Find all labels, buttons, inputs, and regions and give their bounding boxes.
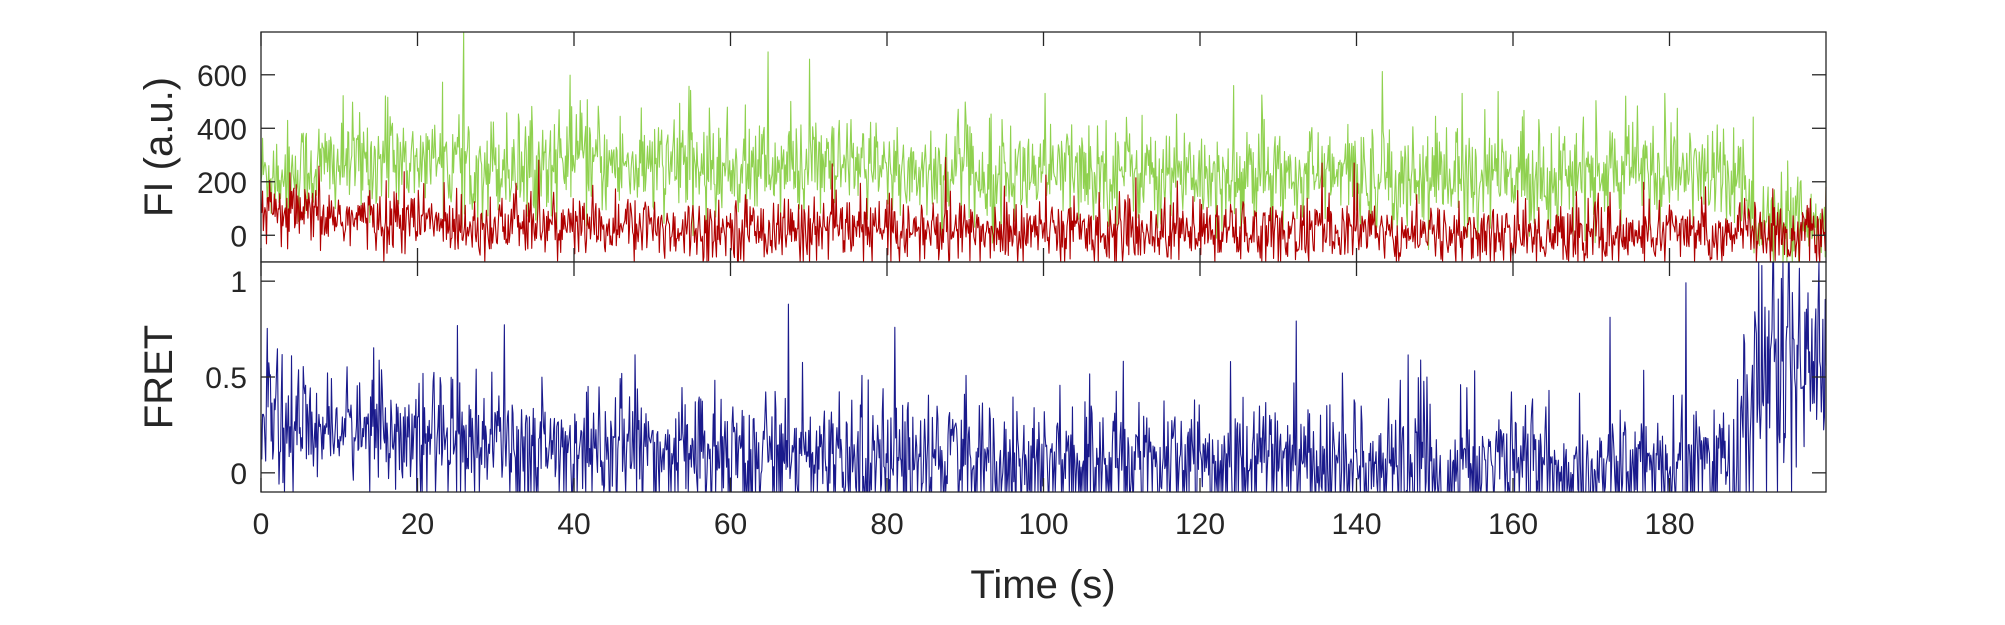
series-line-1-0 — [260, 261, 1827, 493]
series-line-0-1 — [260, 156, 1827, 263]
fret-y-ticks: 00.51 — [205, 266, 1826, 491]
x-tick-label: 140 — [1331, 508, 1381, 541]
fret-y-axis-label: FRET — [137, 325, 181, 429]
fret-series-group — [260, 261, 1827, 493]
x-tick-label: 120 — [1175, 508, 1225, 541]
x-tick-label: 160 — [1488, 508, 1538, 541]
time-x-ticks: 0 20 40 60 80 100 120 140 160 180 — [253, 508, 1695, 541]
y-tick-label: 0 — [230, 220, 247, 253]
x-tick-label: 80 — [870, 508, 903, 541]
x-tick-label: 40 — [557, 508, 590, 541]
intensity-y-ticks: 0 200 400 600 — [197, 60, 1826, 253]
series-line-0-0 — [260, 31, 1827, 263]
time-x-axis-label: Time (s) — [970, 563, 1115, 607]
y-tick-label: 400 — [197, 113, 247, 146]
x-tick-label: 100 — [1018, 508, 1068, 541]
intensity-y-axis-label: FI (a.u.) — [137, 77, 181, 217]
y-tick-label: 600 — [197, 60, 247, 93]
x-tick-label: 20 — [401, 508, 434, 541]
intensity-panel: 0 200 400 600 FI (a.u.) — [137, 31, 1827, 263]
y-tick-label: 0.5 — [205, 362, 247, 395]
y-tick-label: 0 — [230, 458, 247, 491]
fret-panel: 00.51 0 20 40 60 80 100 120 140 160 180 FRET Time… — [137, 261, 1827, 607]
y-tick-label: 200 — [197, 167, 247, 200]
intensity-series-group — [260, 31, 1827, 263]
x-tick-label: 60 — [714, 508, 747, 541]
x-tick-label: 0 — [253, 508, 270, 541]
x-tick-label: 180 — [1644, 508, 1694, 541]
y-tick-label: 1 — [230, 266, 247, 299]
